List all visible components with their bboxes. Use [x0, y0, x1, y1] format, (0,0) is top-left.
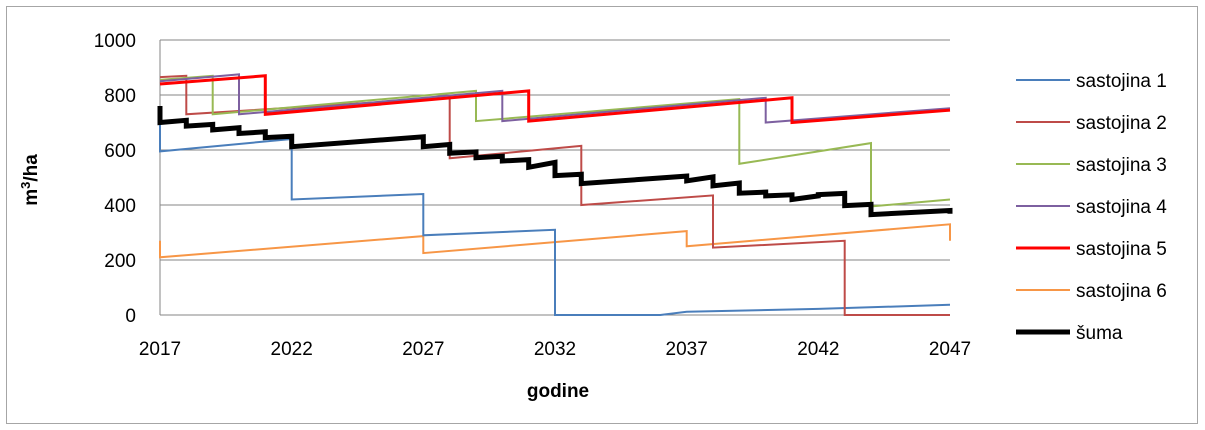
- series-line-7: [157, 106, 953, 218]
- legend-label: šuma: [1076, 323, 1123, 344]
- y-tick-label: 1000: [94, 31, 136, 52]
- y-tick-label: 0: [125, 306, 136, 327]
- legend-label: sastojina 5: [1076, 239, 1167, 260]
- legend-label: sastojina 6: [1076, 281, 1167, 302]
- y-axis-title-sup: 3: [18, 182, 33, 189]
- gridlines: [159, 39, 950, 316]
- x-tick-label: 2032: [534, 339, 576, 360]
- x-tick-label: 2042: [797, 339, 839, 360]
- series-line-1: [159, 122, 951, 316]
- y-tick-label: 800: [104, 86, 136, 107]
- x-tick-label: 2022: [271, 339, 313, 360]
- x-tick-label: 2027: [402, 339, 444, 360]
- series-line-3: [159, 74, 951, 208]
- x-tick-label: 2017: [139, 339, 181, 360]
- legend-label: sastojina 4: [1076, 197, 1167, 218]
- series-lines: [157, 73, 953, 316]
- series-line-5: [159, 74, 951, 125]
- y-tick-label: 400: [104, 196, 136, 217]
- y-tick-labels: 0 200 400 600 800 1000: [94, 31, 136, 327]
- y-axis-title-rest: /ha: [21, 154, 42, 182]
- x-tick-labels: 2017 2022 2027 2032 2037 2042 2047: [139, 339, 971, 360]
- x-tick-label: 2047: [929, 339, 971, 360]
- legend: sastojina 1 sastojina 2 sastojina 3 sastoji…: [1016, 71, 1167, 344]
- x-tick-label: 2037: [666, 339, 708, 360]
- legend-label: sastojina 1: [1076, 71, 1167, 92]
- legend-label: sastojina 3: [1076, 155, 1167, 176]
- y-axis-title-base: m: [21, 189, 42, 206]
- series-line-4: [159, 73, 951, 124]
- y-axis-title: m3/ha: [18, 154, 42, 206]
- y-tick-label: 600: [104, 141, 136, 162]
- legend-label: sastojina 2: [1076, 113, 1167, 134]
- y-tick-label: 200: [104, 251, 136, 272]
- x-axis-title: godine: [527, 381, 589, 402]
